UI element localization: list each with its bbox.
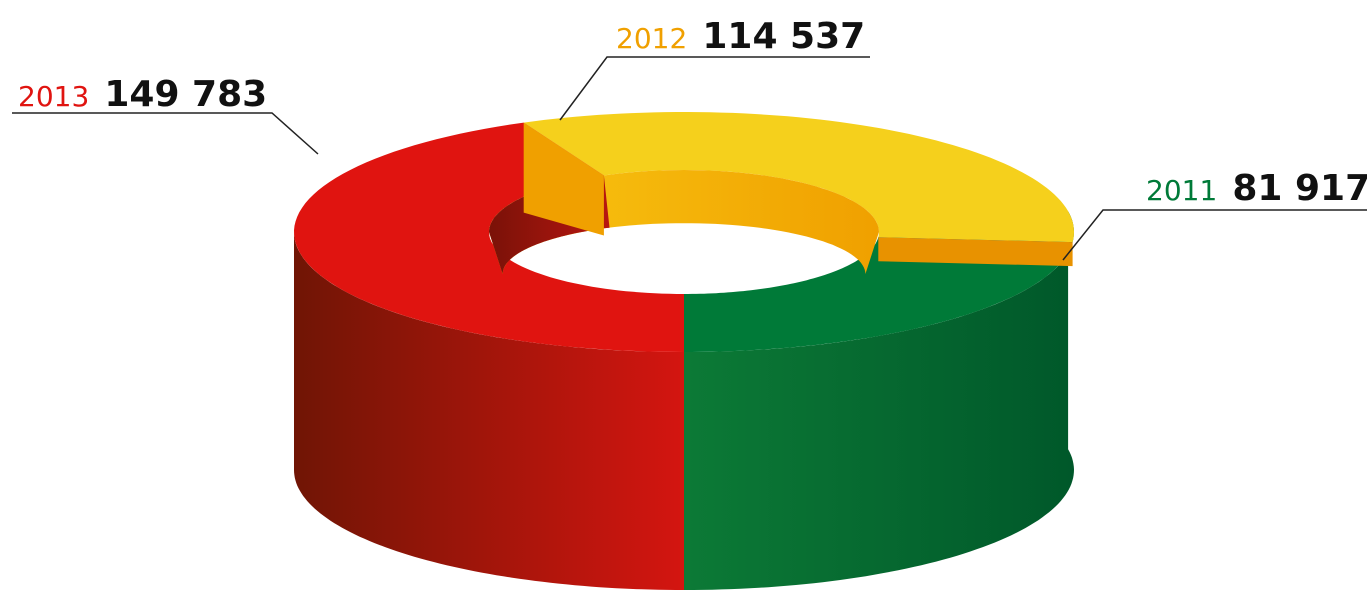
- leader-line-2011: [1062, 209, 1367, 261]
- slice-2012: [523, 112, 1074, 243]
- slice-2011: [684, 237, 1073, 352]
- label-2011-year: 2011: [1146, 174, 1217, 207]
- label-2013: 2013 149 783: [12, 74, 319, 155]
- label-2011-value: 81 917: [1232, 168, 1367, 209]
- leader-line-2012: [559, 56, 870, 121]
- svg-text:2013 149 783: 2013 149 783: [18, 74, 267, 115]
- leader-line-2013: [12, 112, 319, 155]
- slice-2013-side: [294, 232, 684, 590]
- slice-2012-cut-face: [878, 237, 1073, 267]
- label-2012: 2012 114 537: [559, 16, 870, 121]
- slice-2013-cut-face: [523, 122, 604, 236]
- slice-2013: [294, 122, 684, 352]
- label-2012-value: 114 537: [702, 16, 865, 57]
- svg-text:2012 114 537: 2012 114 537: [616, 16, 865, 57]
- label-2011: 2011 81 917: [1062, 168, 1367, 261]
- label-2013-year: 2013: [18, 80, 89, 113]
- label-2013-value: 149 783: [104, 74, 267, 115]
- svg-text:2011 81 917: 2011 81 917: [1146, 168, 1367, 209]
- label-2012-year: 2012: [616, 22, 687, 55]
- slice-2011-side: [684, 211, 1074, 590]
